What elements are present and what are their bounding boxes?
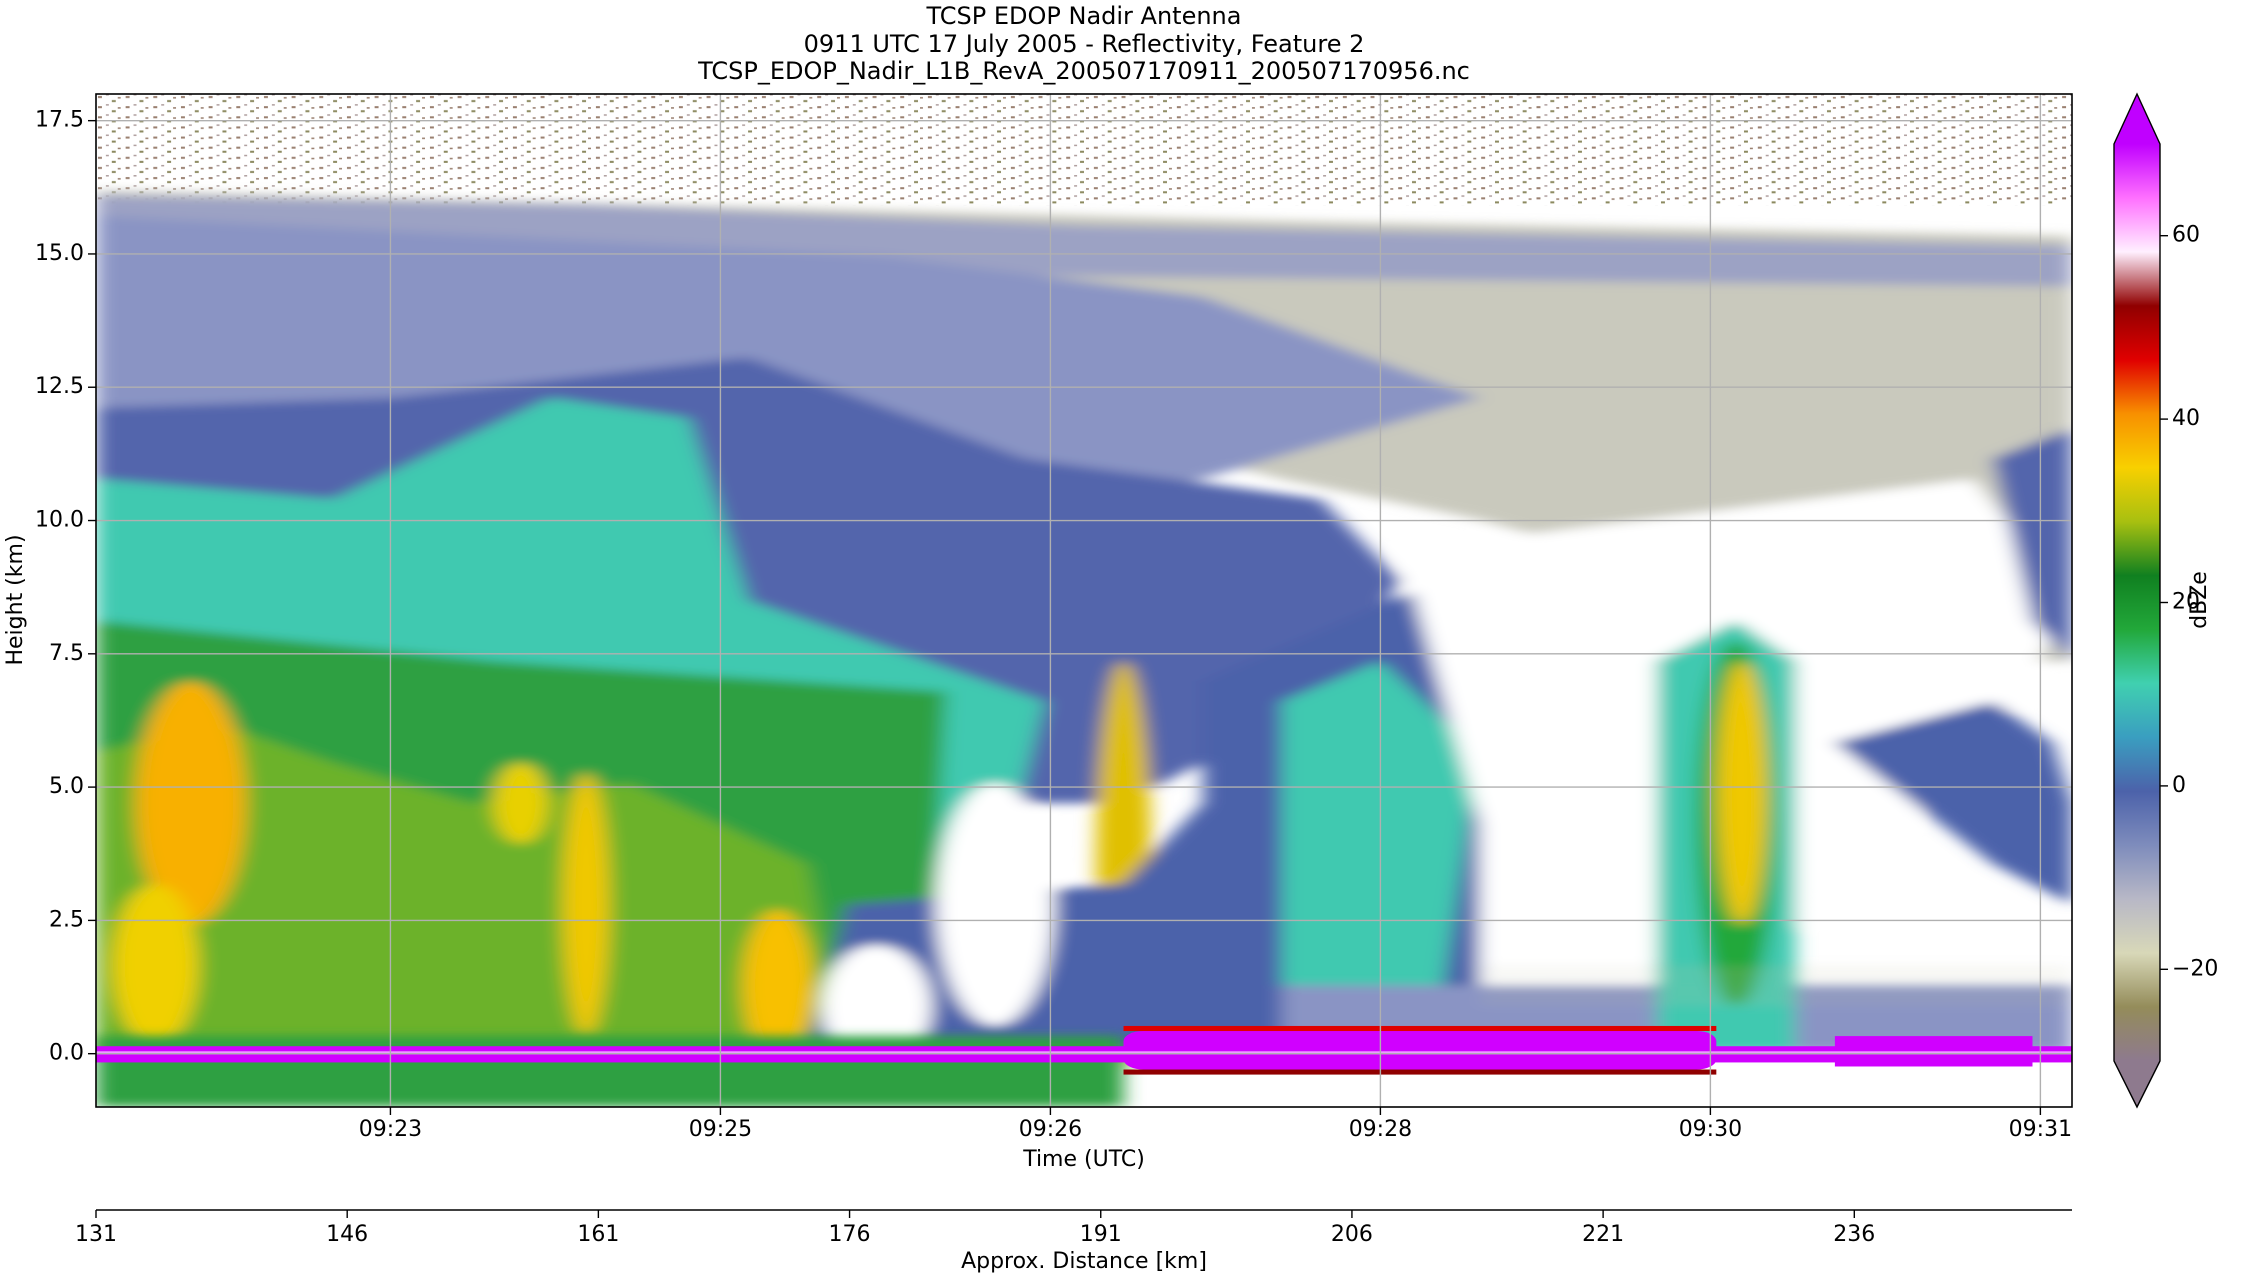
x-axis-label: Time (UTC) bbox=[1022, 1147, 1145, 1172]
title-line: 0911 UTC 17 July 2005 - Reflectivity, Fe… bbox=[804, 30, 1365, 58]
distance-tick-label: 161 bbox=[577, 1222, 619, 1247]
x-tick-label: 09:26 bbox=[1019, 1117, 1082, 1142]
y-tick-label: 0.0 bbox=[49, 1041, 84, 1066]
colorbar-frame bbox=[2113, 92, 2161, 1109]
colorbar bbox=[2114, 144, 2160, 1061]
colorbar-tick-label: 0 bbox=[2172, 773, 2186, 798]
distance-tick-label: 236 bbox=[1833, 1222, 1875, 1247]
x-tick-label: 09:25 bbox=[689, 1117, 752, 1142]
y-tick-label: 2.5 bbox=[49, 907, 84, 932]
distance-tick-label: 206 bbox=[1331, 1222, 1373, 1247]
distance-tick-label: 131 bbox=[75, 1222, 117, 1247]
reflectivity-field bbox=[96, 94, 2072, 1107]
title-line: TCSP EDOP Nadir Antenna bbox=[926, 2, 1242, 30]
y-tick-label: 17.5 bbox=[35, 108, 84, 133]
colorbar-tick-label: −20 bbox=[2172, 956, 2218, 981]
distance-tick-label: 221 bbox=[1582, 1222, 1624, 1247]
distance-tick-label: 191 bbox=[1080, 1222, 1122, 1247]
colorbar-tick-label: 40 bbox=[2172, 406, 2200, 431]
y-tick-label: 10.0 bbox=[35, 508, 84, 533]
y-tick-label: 5.0 bbox=[49, 774, 84, 799]
plot-frame bbox=[95, 93, 2073, 1108]
x-tick-label: 09:28 bbox=[1349, 1117, 1412, 1142]
x-tick-label: 09:23 bbox=[359, 1117, 422, 1142]
colorbar-extend-low bbox=[2114, 1061, 2160, 1107]
y-tick-label: 15.0 bbox=[35, 241, 84, 266]
y-tick-label: 7.5 bbox=[49, 641, 84, 666]
colorbar-tick-label: 20 bbox=[2172, 590, 2200, 615]
distance-tick-label: 146 bbox=[326, 1222, 368, 1247]
grid bbox=[96, 94, 2072, 1107]
radar-image bbox=[96, 94, 2072, 1107]
colorbar-label: dBZe bbox=[2187, 571, 2212, 629]
distance-axis-label: Approx. Distance [km] bbox=[961, 1249, 1207, 1274]
distance-tick-label: 176 bbox=[829, 1222, 871, 1247]
colorbar-tick-label: 60 bbox=[2172, 223, 2200, 248]
y-axis-label: Height (km) bbox=[3, 534, 28, 665]
title-line: TCSP_EDOP_Nadir_L1B_RevA_200507170911_20… bbox=[697, 57, 1470, 85]
y-tick-label: 12.5 bbox=[35, 374, 84, 399]
colorbar-extend-high bbox=[2114, 94, 2160, 144]
x-tick-label: 09:31 bbox=[2009, 1117, 2072, 1142]
x-tick-label: 09:30 bbox=[1679, 1117, 1742, 1142]
